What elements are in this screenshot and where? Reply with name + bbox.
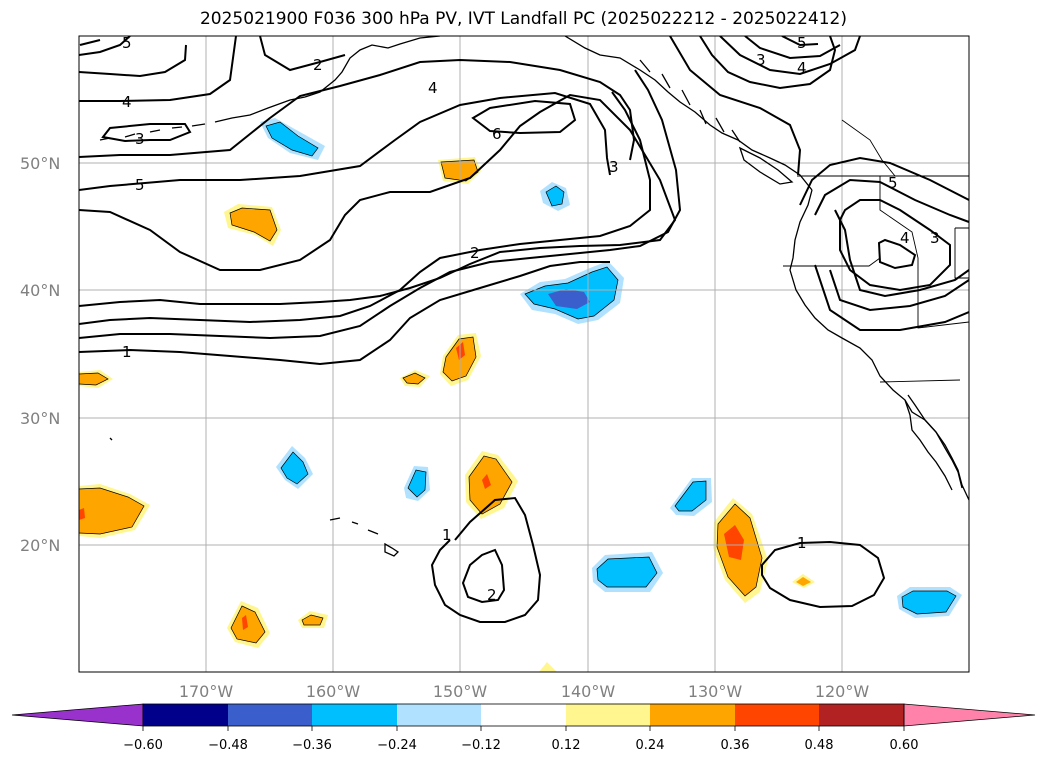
- colorbar-tick-label: −0.36: [292, 738, 332, 753]
- contour-label: 3: [135, 130, 145, 148]
- contour-label: 1: [442, 526, 452, 544]
- plot-title: 2025021900 F036 300 hPa PV, IVT Landfall…: [199, 9, 847, 29]
- colorbar-tick-label: −0.60: [123, 738, 163, 753]
- colorbar-extend-low: [11, 703, 144, 727]
- colorbar-bin: [143, 704, 228, 726]
- lat-label: 20°N: [20, 536, 60, 555]
- negative-patch: [675, 481, 706, 511]
- colorbar-extend-high: [903, 703, 1036, 727]
- positive-patch: [796, 577, 811, 586]
- lat-label: 30°N: [20, 409, 60, 428]
- contour-label: 5: [888, 174, 898, 192]
- colorbar-bin: [735, 704, 819, 726]
- contour-label: 4: [797, 59, 807, 77]
- colorbar-bin: [312, 704, 397, 726]
- contour-label: 6: [492, 125, 502, 143]
- negative-patch: [902, 591, 956, 614]
- contour-label: 2: [313, 56, 323, 74]
- negative-patch: [266, 122, 318, 156]
- lon-label: 140°W: [561, 682, 616, 701]
- colorbar-tick-label: 0.12: [552, 738, 581, 753]
- lon-label: 150°W: [433, 682, 488, 701]
- contour-label: 4: [428, 79, 438, 97]
- colorbar-bin: [397, 704, 481, 726]
- colorbar-tick-label: −0.12: [461, 738, 501, 753]
- negative-patch: [548, 289, 590, 309]
- contour-labels: 5 2 4 3 4 6 3 2 1 5 5 4 3 5 4 3 1 2 1: [122, 34, 940, 604]
- colorbar-bin: [481, 704, 566, 726]
- map-frame: [78, 35, 970, 673]
- colorbar-bin: [566, 704, 650, 726]
- colorbar-tick-label: 0.60: [890, 738, 919, 753]
- positive-patch: [539, 662, 557, 672]
- contour-label: 2: [487, 586, 497, 604]
- positive-patch: [242, 615, 248, 630]
- colorbar-bin: [228, 704, 312, 726]
- colorbar-tick-label: 0.48: [805, 738, 834, 753]
- lon-label: 160°W: [306, 682, 361, 701]
- pv-contours: [79, 36, 969, 623]
- negative-patch: [281, 452, 308, 484]
- contour-label: 3: [609, 158, 619, 176]
- lon-labels: 170°W 160°W 150°W 140°W 130°W 120°W: [179, 682, 870, 701]
- negative-patch: [597, 557, 657, 587]
- contour-label: 5: [797, 34, 807, 52]
- ivt-fill-patches: [79, 118, 962, 672]
- lat-label: 50°N: [20, 154, 60, 173]
- gridlines: [79, 36, 969, 672]
- lat-labels: 50°N 40°N 30°N 20°N: [20, 154, 60, 555]
- negative-patch: [408, 470, 426, 497]
- lon-label: 170°W: [179, 682, 234, 701]
- positive-patch: [302, 615, 323, 625]
- colorbar-tick-label: −0.48: [208, 738, 248, 753]
- colorbar-bin: [819, 704, 904, 726]
- coastlines: [99, 36, 969, 557]
- positive-patch: [79, 373, 108, 385]
- colorbar-tick-label: −0.24: [377, 738, 417, 753]
- positive-patch: [79, 488, 144, 534]
- colorbar-frame: [142, 703, 905, 727]
- colorbar-ticks: [142, 726, 905, 731]
- contour-label: 3: [756, 51, 766, 69]
- lat-label: 40°N: [20, 281, 60, 300]
- contour-label: 4: [122, 93, 132, 111]
- lon-label: 130°W: [688, 682, 743, 701]
- lon-label: 120°W: [815, 682, 870, 701]
- positive-patch: [230, 208, 277, 241]
- map-background: [79, 36, 969, 672]
- contour-label: 5: [135, 176, 145, 194]
- colorbar-bin: [650, 704, 735, 726]
- contour-label: 1: [797, 534, 807, 552]
- contour-label: 1: [122, 343, 132, 361]
- positive-patch: [724, 525, 744, 560]
- contour-label: 5: [122, 34, 132, 52]
- positive-patch: [482, 474, 491, 489]
- contour-label: 2: [470, 244, 480, 262]
- colorbar-tick-label: 0.36: [721, 738, 750, 753]
- positive-patch: [79, 508, 85, 520]
- contour-label: 4: [900, 229, 910, 247]
- colorbar-tick-label: 0.24: [636, 738, 665, 753]
- negative-patch: [546, 186, 564, 206]
- contour-label: 3: [930, 229, 940, 247]
- colorbar: −0.60 −0.48 −0.36 −0.24 −0.12 0.12 0.24 …: [11, 703, 1036, 753]
